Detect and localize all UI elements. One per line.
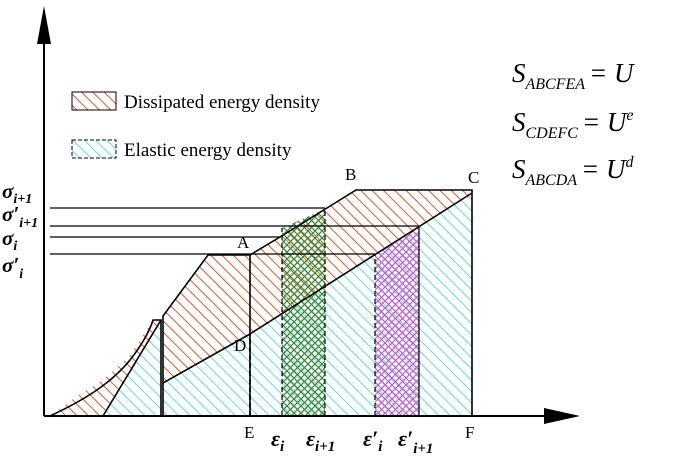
eps-prime-i-label: ε′i bbox=[363, 426, 383, 455]
eps-prime-i1-label: ε′i+1 bbox=[398, 426, 433, 457]
legend-label-elastic: Elastic energy density bbox=[124, 140, 292, 161]
eps-i1-label: εi+1 bbox=[306, 426, 335, 455]
eps-i-label: εi bbox=[271, 426, 285, 455]
sigma-i-label: σi bbox=[2, 226, 17, 254]
point-C-label: C bbox=[468, 168, 479, 187]
elastic-region-2 bbox=[163, 334, 250, 416]
x-axis-arrow bbox=[544, 408, 580, 424]
equation-2: SCDEFC = Ue bbox=[512, 107, 634, 142]
unloading-line-main bbox=[249, 192, 473, 335]
equations: SABCFEA = U SCDEFC = Ue SABCDA = Ud bbox=[512, 58, 635, 189]
legend-swatch-dissipated bbox=[71, 91, 117, 111]
equation-1: SABCFEA = U bbox=[512, 58, 635, 93]
point-E-label: E bbox=[244, 423, 254, 442]
point-B-label: B bbox=[345, 165, 356, 184]
stress-lines bbox=[50, 207, 419, 255]
sigma-prime-i-label: σ′i bbox=[2, 253, 23, 282]
point-A-label: A bbox=[237, 233, 250, 252]
strain-increment-strip-green bbox=[282, 209, 325, 416]
loading-curve-second bbox=[162, 254, 251, 416]
curve-lines bbox=[49, 189, 473, 417]
equation-3: SABCDA = Ud bbox=[512, 154, 635, 189]
legend: Dissipated energy density Elastic energy… bbox=[71, 91, 320, 161]
strain-dividers bbox=[281, 209, 420, 416]
point-F-label: F bbox=[465, 423, 474, 442]
sigma-prime-i1-label: σ′i+1 bbox=[2, 202, 38, 231]
unloading-line-second bbox=[162, 333, 251, 384]
unloading-line-first bbox=[102, 319, 162, 417]
loading-curve-main bbox=[249, 189, 473, 416]
loading-curve-first bbox=[49, 319, 162, 417]
legend-swatch-elastic bbox=[71, 139, 117, 159]
y-axis-arrow bbox=[37, 6, 51, 44]
sigma-i1-label: σi+1 bbox=[2, 179, 32, 207]
point-D-label: D bbox=[234, 336, 246, 355]
axes bbox=[37, 6, 580, 424]
legend-label-dissipated: Dissipated energy density bbox=[124, 92, 320, 113]
strain-increment-strip-purple bbox=[375, 226, 419, 416]
